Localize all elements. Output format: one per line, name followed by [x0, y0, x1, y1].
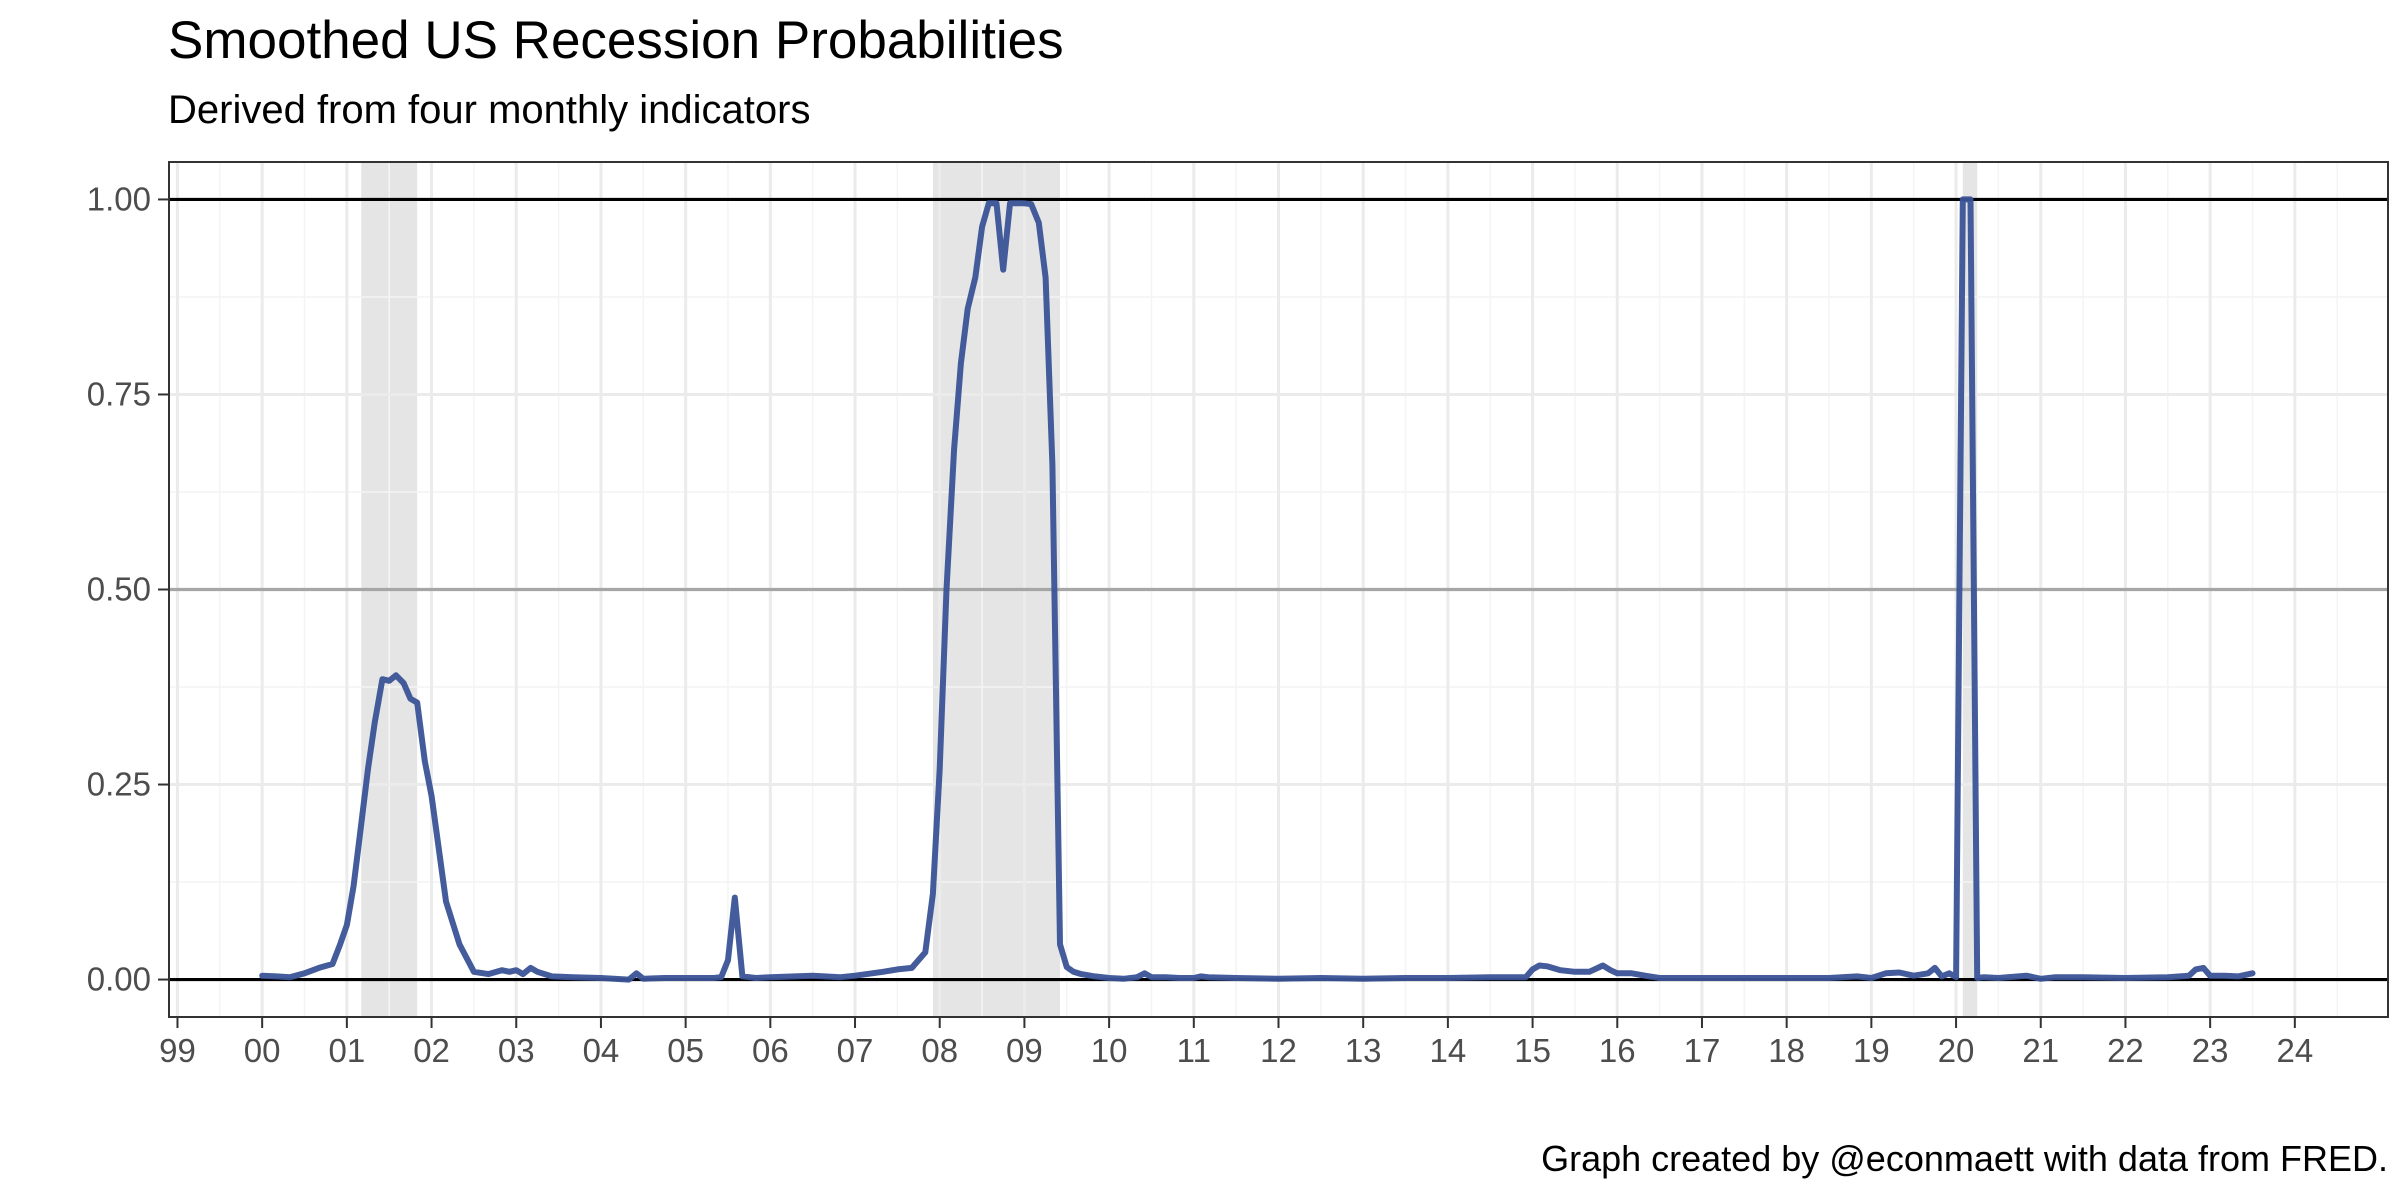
x-tick-label: 20 — [1938, 1032, 1975, 1069]
x-tick-label: 08 — [921, 1032, 958, 1069]
x-tick-label: 13 — [1345, 1032, 1382, 1069]
x-tick-label: 16 — [1599, 1032, 1636, 1069]
x-tick-label: 19 — [1853, 1032, 1890, 1069]
x-tick-label: 04 — [583, 1032, 620, 1069]
x-tick-label: 11 — [1177, 1032, 1211, 1069]
x-tick-label: 23 — [2192, 1032, 2229, 1069]
x-tick-label: 10 — [1091, 1032, 1128, 1069]
y-tick-label: 0.00 — [87, 961, 151, 998]
x-tick-label: 12 — [1260, 1032, 1297, 1069]
y-tick-label: 0.50 — [87, 571, 151, 608]
x-tick-label: 21 — [2022, 1032, 2059, 1069]
x-tick-label: 02 — [413, 1032, 450, 1069]
x-tick-label: 99 — [159, 1032, 196, 1069]
x-tick-label: 15 — [1514, 1032, 1551, 1069]
x-tick-label: 22 — [2107, 1032, 2144, 1069]
y-tick-label: 0.75 — [87, 375, 151, 412]
x-tick-label: 09 — [1006, 1032, 1043, 1069]
x-tick-label: 24 — [2276, 1032, 2313, 1069]
y-tick-label: 0.25 — [87, 766, 151, 803]
chart-subtitle: Derived from four monthly indicators — [168, 88, 811, 132]
y-tick-label: 1.00 — [87, 180, 151, 217]
x-tick-label: 03 — [498, 1032, 535, 1069]
x-tick-label: 17 — [1684, 1032, 1721, 1069]
series-line-0 — [259, 196, 2256, 983]
axis-layer: 0.00 0.25 0.50 0.75 1.00 99 00 01 02 03 04 05 06 07 08… — [87, 180, 2313, 1069]
x-tick-label: 18 — [1768, 1032, 1805, 1069]
x-tick-label: 06 — [752, 1032, 789, 1069]
chart-caption: Graph created by @econmaett with data fr… — [1541, 1138, 2388, 1179]
x-tick-label: 00 — [244, 1032, 281, 1069]
x-tick-label: 14 — [1430, 1032, 1467, 1069]
x-tick-label: 05 — [667, 1032, 704, 1069]
chart-title: Smoothed US Recession Probabilities — [168, 11, 1064, 70]
x-tick-label: 07 — [837, 1032, 874, 1069]
x-tick-label: 01 — [328, 1032, 365, 1069]
series-layer — [259, 196, 2256, 983]
